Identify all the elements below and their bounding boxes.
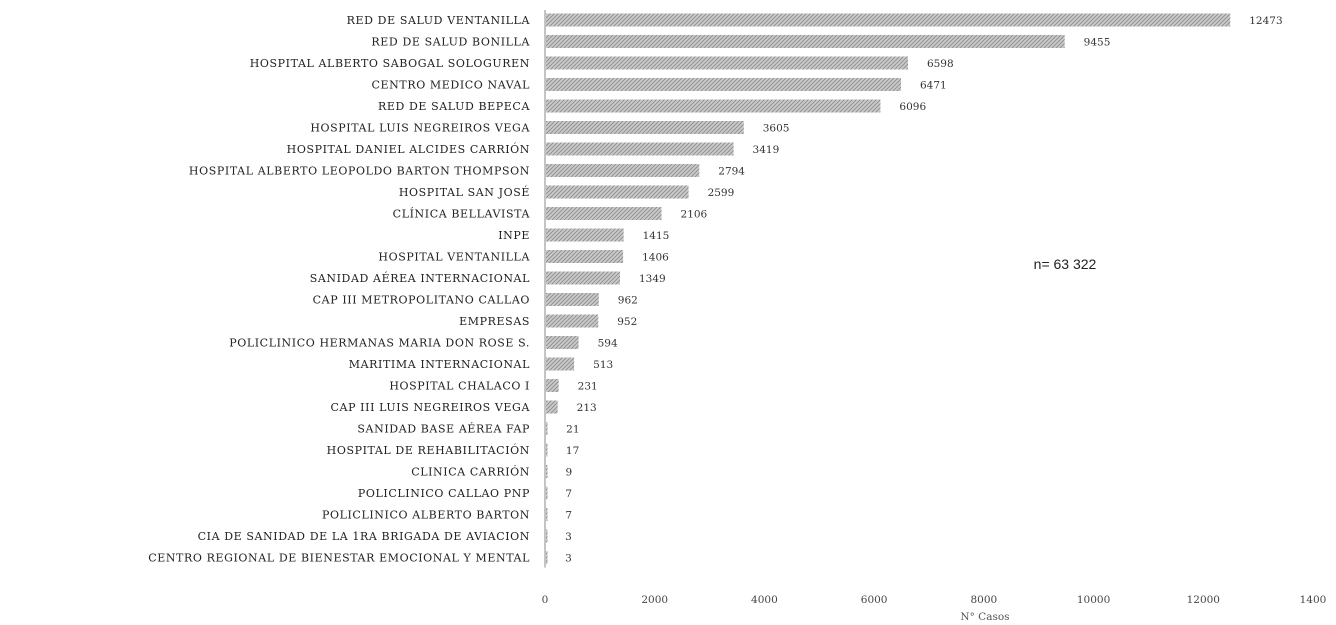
value-labels: 12473 9455 6598 6471 6096 3605 3419 2794 2599210… bbox=[565, 15, 1282, 565]
value-label: 962 bbox=[618, 295, 638, 307]
category-label: HOSPITAL ALBERTO SABOGAL SOLOGUREN bbox=[250, 57, 530, 70]
value-label: 21 bbox=[566, 424, 579, 436]
value-label: 513 bbox=[593, 359, 613, 371]
category-label: POLICLINICO HERMANAS MARIA DON ROSE S. bbox=[229, 337, 530, 350]
bar bbox=[546, 508, 548, 521]
bar bbox=[546, 379, 559, 392]
category-label: RED DE SALUD VENTANILLA bbox=[347, 14, 531, 27]
category-label: CENTRO MEDICO NAVAL bbox=[372, 79, 531, 92]
category-label: CLÍNICA BELLAVISTA bbox=[393, 207, 531, 221]
value-label: 952 bbox=[617, 316, 637, 328]
category-label: SANIDAD AÉREA INTERNACIONAL bbox=[310, 271, 530, 285]
x-tick-label: 12000 bbox=[1187, 594, 1220, 606]
value-label: 1415 bbox=[643, 230, 670, 242]
value-label: 9455 bbox=[1084, 37, 1111, 49]
bar bbox=[546, 465, 548, 478]
x-tick-label: 10000 bbox=[1077, 594, 1110, 606]
value-label: 3 bbox=[565, 531, 572, 543]
value-label: 1349 bbox=[639, 273, 666, 285]
category-label: HOSPITAL CHALACO I bbox=[389, 380, 530, 393]
bar bbox=[546, 142, 734, 156]
bar bbox=[546, 486, 548, 500]
x-tick-label: 8000 bbox=[970, 594, 997, 606]
sample-size-annotation: n= 63 322 bbox=[1034, 256, 1097, 272]
value-label: 213 bbox=[577, 402, 597, 414]
value-label: 12473 bbox=[1249, 15, 1282, 27]
value-label: 6096 bbox=[899, 101, 926, 113]
x-tick-label: 2000 bbox=[641, 594, 668, 606]
bars-group bbox=[546, 13, 1231, 564]
value-label: 9 bbox=[565, 467, 572, 479]
bar bbox=[546, 293, 599, 306]
bar bbox=[546, 422, 548, 435]
value-label: 1406 bbox=[642, 252, 669, 264]
value-label: 594 bbox=[598, 338, 618, 350]
category-label: MARITIMA INTERNACIONAL bbox=[349, 358, 530, 371]
category-label: POLICLINICO ALBERTO BARTON bbox=[322, 509, 530, 522]
bar bbox=[546, 336, 579, 349]
category-label: CLINICA CARRIÓN bbox=[411, 465, 530, 479]
bar bbox=[546, 551, 548, 564]
bar bbox=[546, 207, 662, 220]
bar bbox=[546, 164, 700, 177]
value-label: 17 bbox=[566, 445, 579, 457]
category-label: HOSPITAL DANIEL ALCIDES CARRIÓN bbox=[287, 142, 530, 156]
category-label: RED DE SALUD BONILLA bbox=[371, 36, 530, 49]
value-label: 6471 bbox=[920, 80, 947, 92]
bar bbox=[546, 35, 1065, 48]
bar bbox=[546, 314, 599, 328]
value-label: 6598 bbox=[927, 58, 954, 70]
bar bbox=[546, 56, 908, 70]
category-label: EMPRESAS bbox=[459, 315, 530, 328]
bar bbox=[546, 121, 744, 134]
category-label: CAP III METROPOLITANO CALLAO bbox=[313, 294, 530, 307]
bar bbox=[546, 185, 689, 199]
bar bbox=[546, 99, 881, 113]
value-label: 3419 bbox=[753, 144, 780, 156]
value-label: 2599 bbox=[708, 187, 735, 199]
bar bbox=[546, 228, 624, 242]
category-label: POLICLINICO CALLAO PNP bbox=[358, 487, 530, 500]
category-label: CENTRO REGIONAL DE BIENESTAR EMOCIONAL Y… bbox=[148, 552, 530, 565]
bar bbox=[546, 357, 575, 371]
category-label: INPE bbox=[498, 229, 530, 242]
bar bbox=[546, 529, 548, 543]
category-label: CAP III LUIS NEGREIROS VEGA bbox=[331, 401, 531, 414]
category-label: HOSPITAL ALBERTO LEOPOLDO BARTON THOMPSO… bbox=[189, 165, 530, 178]
category-labels: RED DE SALUD VENTANILLA RED DE SALUD BONI… bbox=[148, 14, 530, 565]
category-label: SANIDAD BASE AÉREA FAP bbox=[357, 422, 530, 436]
bar bbox=[546, 400, 558, 414]
bar bbox=[546, 271, 621, 285]
value-label: 3 bbox=[565, 553, 572, 565]
category-label: RED DE SALUD BEPECA bbox=[378, 100, 531, 113]
x-tick-label: 1400 bbox=[1300, 594, 1327, 606]
bar bbox=[546, 443, 548, 457]
x-axis-title: N° Casos bbox=[960, 611, 1009, 623]
x-tick-label: 6000 bbox=[861, 594, 888, 606]
value-label: 3605 bbox=[763, 123, 790, 135]
category-label: CIA DE SANIDAD DE LA 1RA BRIGADA DE AVIA… bbox=[198, 530, 530, 543]
category-label: HOSPITAL DE REHABILITACIÓN bbox=[327, 443, 530, 457]
category-label: HOSPITAL LUIS NEGREIROS VEGA bbox=[310, 122, 530, 135]
bar bbox=[546, 13, 1231, 27]
value-label: 2794 bbox=[718, 166, 745, 178]
value-label: 2106 bbox=[681, 209, 708, 221]
value-label: 231 bbox=[578, 381, 598, 393]
x-tick-labels: 0 2000 4000 6000 8000 10000 12000 1400 bbox=[542, 594, 1327, 606]
category-label: HOSPITAL VENTANILLA bbox=[378, 251, 530, 264]
x-tick-label: 4000 bbox=[751, 594, 778, 606]
bar bbox=[546, 78, 901, 91]
value-label: 7 bbox=[565, 510, 572, 522]
value-label: 7 bbox=[565, 488, 572, 500]
x-tick-label: 0 bbox=[542, 594, 549, 606]
bar bbox=[546, 250, 624, 263]
category-label: HOSPITAL SAN JOSÉ bbox=[399, 185, 530, 199]
